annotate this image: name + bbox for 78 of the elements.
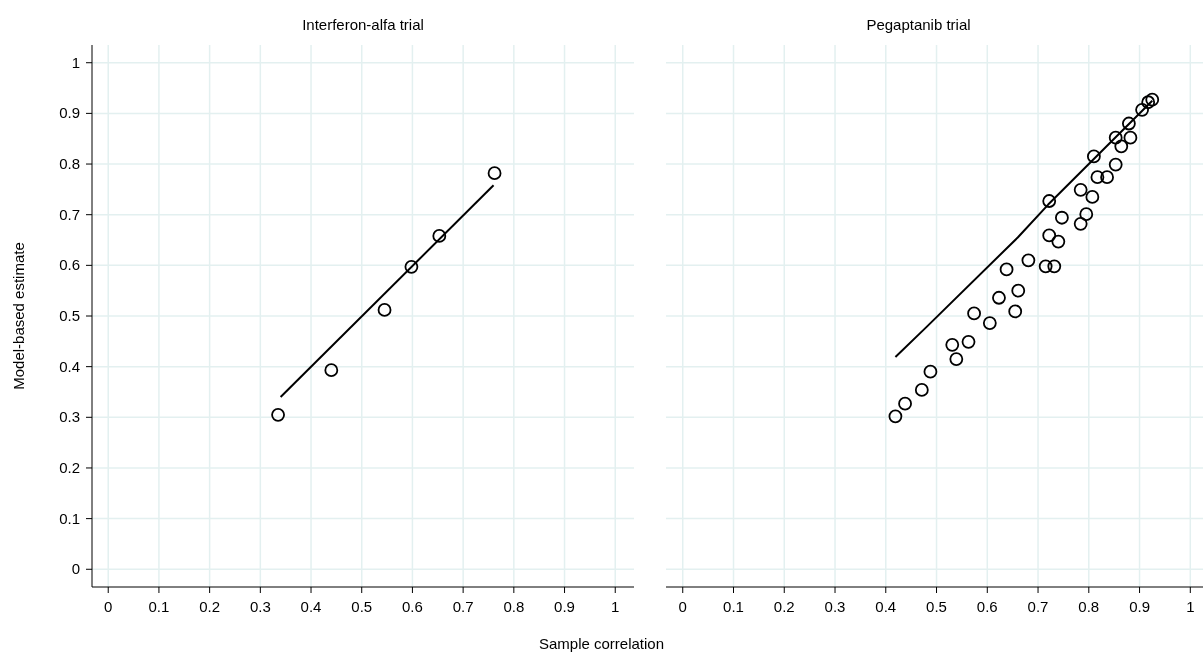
point xyxy=(1100,170,1114,185)
x-tick-label: 0.6 xyxy=(402,598,423,615)
point xyxy=(1122,116,1136,131)
chart-title: Pegaptanib trial xyxy=(866,16,971,33)
point xyxy=(1055,210,1069,225)
point xyxy=(271,407,285,422)
x-tick-label: 0.3 xyxy=(824,598,846,615)
point xyxy=(967,306,981,321)
y-tick-label: 0.5 xyxy=(59,307,80,324)
chart-title: Interferon-alfa trial xyxy=(302,16,424,33)
point xyxy=(432,229,447,243)
x-tick-label: 0.5 xyxy=(351,598,373,615)
point xyxy=(404,259,419,274)
y-tick-label: 0.8 xyxy=(59,155,80,173)
x-tick-label: 0.3 xyxy=(249,598,271,615)
point xyxy=(1008,304,1023,319)
x-tick-label: 1 xyxy=(611,598,620,615)
point xyxy=(377,303,392,317)
x-tick-label: 0.9 xyxy=(554,598,575,615)
point xyxy=(949,352,964,366)
x-tick-label: 0.6 xyxy=(976,598,998,615)
point xyxy=(1090,170,1105,185)
point xyxy=(898,396,912,411)
point xyxy=(923,364,938,379)
y-tick-label: 0.1 xyxy=(59,509,80,527)
point xyxy=(1141,95,1156,110)
point xyxy=(1073,216,1088,231)
point xyxy=(1123,130,1138,145)
x-tick-label: 0.5 xyxy=(926,598,947,615)
x-tick-label: 0.8 xyxy=(503,598,525,615)
y-tick-label: 0.9 xyxy=(59,104,80,122)
point xyxy=(1047,259,1062,274)
x-tick-label: 0.9 xyxy=(1129,598,1150,615)
point xyxy=(999,262,1014,277)
y-tick-label: 0.3 xyxy=(59,408,80,426)
x-tick-label: 0.1 xyxy=(148,598,170,615)
x-tick-label: 0.7 xyxy=(1027,598,1049,615)
point xyxy=(1051,234,1066,249)
x-tick-label: 0.4 xyxy=(875,598,897,615)
point xyxy=(487,166,502,181)
point xyxy=(1108,130,1123,145)
point xyxy=(1073,182,1088,197)
point xyxy=(324,363,339,378)
x-axis-title: Sample correlation xyxy=(538,635,665,652)
y-tick-label: 0.6 xyxy=(59,256,80,274)
y-tick-label: 0.4 xyxy=(59,357,80,375)
x-tick-label: 0.2 xyxy=(199,598,221,615)
point xyxy=(1114,139,1129,154)
y-tick-label: 1 xyxy=(71,53,80,71)
y-tick-label: 0.7 xyxy=(59,205,80,223)
point xyxy=(1042,228,1057,243)
y-tick-label: 0 xyxy=(71,560,80,578)
point xyxy=(1038,259,1053,274)
x-tick-label: 0.8 xyxy=(1078,598,1100,615)
point xyxy=(961,334,976,349)
x-tick-label: 0 xyxy=(104,598,113,615)
y-tick-label: 0.2 xyxy=(59,458,80,476)
point xyxy=(992,290,1006,305)
x-tick-label: 0.4 xyxy=(300,598,322,615)
point xyxy=(1085,190,1100,204)
x-tick-label: 1 xyxy=(1186,598,1195,615)
point xyxy=(1135,102,1149,117)
point xyxy=(1108,157,1123,172)
x-tick-label: 0.7 xyxy=(452,598,474,615)
x-tick-label: 0 xyxy=(678,598,687,615)
point xyxy=(945,337,960,352)
x-tick-label: 0.1 xyxy=(723,598,744,615)
point xyxy=(982,316,997,330)
point xyxy=(1145,92,1160,107)
x-tick-label: 0.2 xyxy=(773,598,795,615)
y-axis-title: Model-based estimate xyxy=(10,242,27,390)
point xyxy=(1021,253,1036,268)
point xyxy=(1086,149,1101,164)
point xyxy=(1011,283,1026,298)
point xyxy=(1079,207,1094,222)
point xyxy=(888,409,903,424)
point xyxy=(1042,194,1057,208)
point xyxy=(914,383,929,397)
